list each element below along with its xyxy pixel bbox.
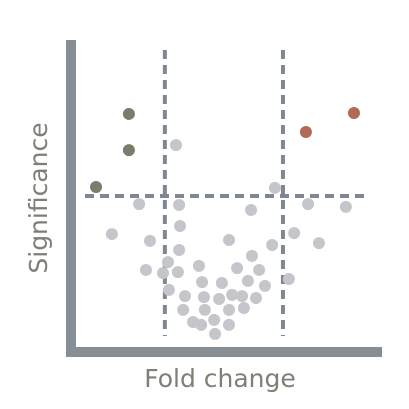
x-axis-label: Fold change (144, 364, 296, 393)
point (250, 292, 262, 305)
point (237, 302, 250, 315)
point (236, 290, 249, 303)
point (133, 198, 146, 211)
point (143, 234, 156, 247)
point (226, 288, 239, 301)
point (162, 283, 175, 296)
point (288, 227, 301, 240)
point (299, 126, 312, 139)
point (171, 266, 184, 279)
point (209, 327, 222, 340)
y-axis (66, 40, 76, 357)
point (282, 272, 295, 285)
point (197, 291, 210, 304)
point (223, 318, 236, 331)
point (105, 228, 118, 241)
point (195, 318, 208, 331)
point (253, 263, 266, 276)
point (208, 313, 221, 326)
point (213, 292, 226, 305)
point (223, 303, 236, 316)
point (139, 263, 152, 276)
y-axis-label: Significance (24, 122, 53, 273)
point (231, 262, 244, 275)
point (173, 243, 186, 256)
point (268, 181, 281, 194)
point (196, 276, 209, 289)
point (223, 233, 236, 246)
point (122, 107, 135, 120)
point (241, 274, 254, 287)
point (266, 238, 279, 251)
point (157, 267, 169, 280)
point (122, 144, 135, 157)
point (161, 256, 174, 269)
point (215, 277, 228, 290)
point (245, 249, 258, 262)
point (170, 139, 183, 152)
x-axis (66, 347, 382, 357)
point (174, 219, 187, 232)
point (192, 259, 205, 272)
point (339, 200, 352, 213)
point (177, 303, 190, 316)
point (179, 290, 192, 303)
point (258, 279, 271, 292)
point (173, 199, 186, 212)
point (312, 237, 325, 250)
point (245, 204, 258, 217)
point (198, 303, 211, 316)
point (347, 107, 360, 120)
point (302, 198, 315, 211)
point (90, 180, 103, 193)
